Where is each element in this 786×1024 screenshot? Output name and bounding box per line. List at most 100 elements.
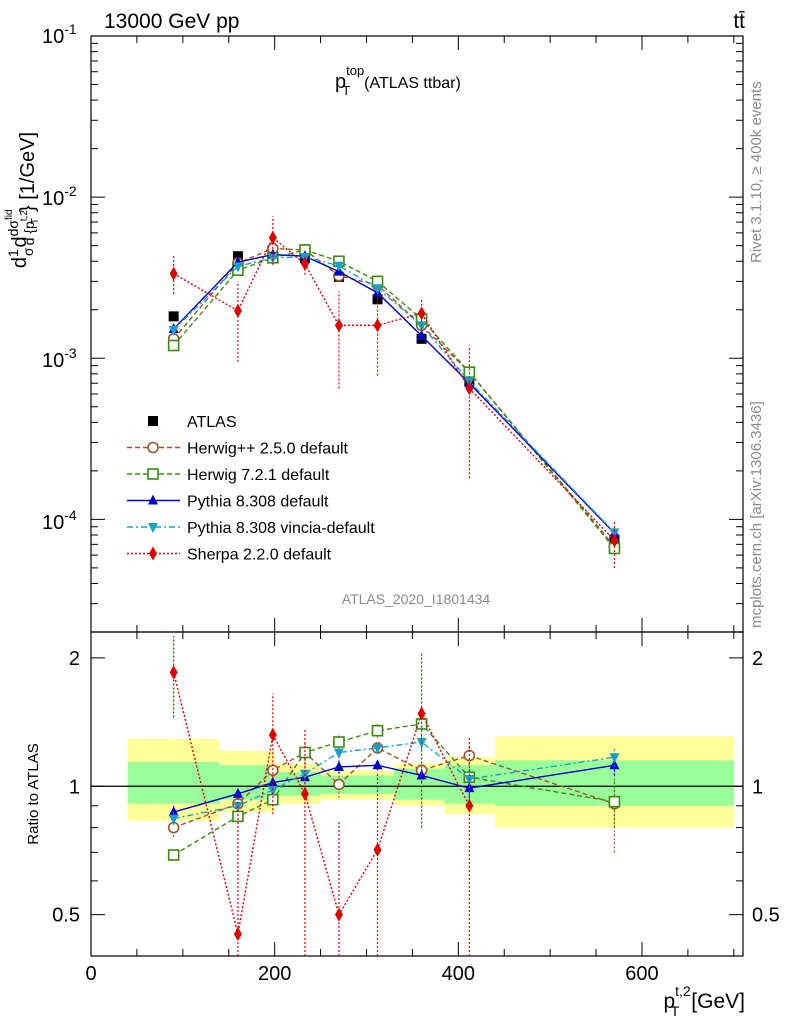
data-point bbox=[267, 253, 278, 264]
band-inner bbox=[274, 772, 321, 796]
ratio-ytick-label-left: 0.5 bbox=[52, 905, 80, 927]
ytick-label: 10-3 bbox=[42, 345, 77, 372]
series-sherpa-2-2-0-default bbox=[169, 216, 619, 568]
ratio-series bbox=[167, 636, 621, 956]
xtick-label: 0 bbox=[85, 963, 96, 985]
data-point bbox=[372, 284, 383, 295]
band-inner bbox=[320, 775, 395, 794]
data-point bbox=[268, 230, 277, 245]
band-inner bbox=[127, 762, 220, 804]
ratio-ytick-label-left: 2 bbox=[69, 648, 80, 670]
ratio-ytick-labels: 2 1 0.5 2 1 0.5 bbox=[52, 648, 780, 927]
ratio-ytick-label-left: 1 bbox=[69, 776, 80, 798]
legend-entry: Sherpa 2.2.0 default bbox=[127, 546, 332, 564]
series-line bbox=[173, 236, 615, 541]
ratio-data-point bbox=[168, 814, 179, 825]
data-point bbox=[169, 266, 178, 281]
ratio-data-point bbox=[334, 907, 343, 922]
ratio-series-line bbox=[173, 741, 615, 820]
ratio-data-point bbox=[299, 746, 311, 759]
data-point bbox=[373, 318, 382, 333]
main-ylabel: d1σddσfidd {pt,2T} [1/GeV] bbox=[4, 132, 41, 268]
main-axis-ticks bbox=[90, 35, 743, 633]
legend-entry: Pythia 8.308 default bbox=[127, 494, 329, 511]
ratio-series-line bbox=[173, 723, 615, 856]
ratio-data-point bbox=[609, 759, 620, 770]
legend-entry: ATLAS bbox=[148, 414, 237, 431]
data-point bbox=[610, 533, 619, 548]
legend-marker bbox=[148, 523, 158, 533]
ratio-frame bbox=[90, 631, 744, 957]
legend-marker bbox=[148, 494, 158, 505]
ratio-data-point bbox=[168, 806, 179, 817]
legend-entry: Herwig++ 2.5.0 default bbox=[127, 441, 349, 458]
data-point bbox=[167, 339, 180, 352]
ratio-data-point bbox=[233, 927, 242, 942]
ratio-data-point bbox=[417, 706, 426, 721]
data-point bbox=[416, 321, 427, 332]
series-line bbox=[173, 253, 615, 534]
main-ytick-labels: 10-1 10-2 10-3 10-4 bbox=[42, 21, 77, 534]
legend-marker bbox=[147, 441, 159, 454]
series-herwig-7-2-1-default bbox=[167, 244, 621, 555]
ratio-data-point bbox=[371, 724, 384, 737]
main-series bbox=[167, 216, 621, 568]
ratio-data-point bbox=[268, 727, 277, 742]
header-collision: 13000 GeV pp bbox=[104, 10, 239, 33]
ratio-data-point bbox=[333, 760, 344, 771]
ratio-series-herwig-7-2-1-default bbox=[167, 717, 621, 861]
ratio-panel: Ratio to ATLAS 2 1 0.5 2 1 0.5 0 200 400… bbox=[25, 631, 780, 1019]
ratio-ytick-label-right: 0.5 bbox=[752, 905, 780, 927]
legend-label: Herwig++ 2.5.0 default bbox=[187, 441, 349, 458]
main-panel: ptop T (ATLAS ttbar) ATLAS_2020_I1801434 1… bbox=[42, 21, 744, 633]
data-point bbox=[168, 325, 179, 336]
ratio-data-point bbox=[232, 787, 243, 798]
ratio-data-point bbox=[372, 759, 383, 770]
legend-label: Herwig 7.2.1 default bbox=[187, 467, 330, 484]
data-point bbox=[465, 381, 474, 396]
x-axis-label: pt,2 T [GeV] bbox=[663, 983, 745, 1019]
data-point bbox=[334, 318, 343, 333]
data-point bbox=[168, 311, 179, 322]
xtick-label: 600 bbox=[625, 963, 658, 985]
legend: ATLAS Herwig++ 2.5.0 default Herwig 7.2.1 … bbox=[127, 414, 375, 564]
legend-label: Pythia 8.308 vincia-default bbox=[187, 520, 375, 537]
ratio-data-point bbox=[333, 736, 345, 748]
ratio-data-point bbox=[167, 849, 180, 861]
ratio-data-point bbox=[333, 748, 344, 759]
main-title: ptop T (ATLAS ttbar) bbox=[335, 63, 461, 98]
main-ylabel-text: d1σddσfidd {pt,2T} [1/GeV] bbox=[4, 132, 41, 268]
data-point bbox=[233, 303, 242, 318]
legend-marker bbox=[149, 546, 157, 561]
legend-marker bbox=[148, 416, 158, 426]
legend-label: Pythia 8.308 default bbox=[187, 494, 329, 511]
xtick-label: 200 bbox=[258, 963, 291, 985]
ratio-ylabel: Ratio to ATLAS bbox=[25, 743, 42, 844]
legend-entry: Pythia 8.308 vincia-default bbox=[127, 520, 375, 537]
ytick-label: 10-4 bbox=[42, 507, 77, 534]
ratio-ytick-label-right: 1 bbox=[752, 776, 763, 798]
ratio-data-point bbox=[300, 786, 309, 801]
ratio-data-point bbox=[465, 798, 474, 813]
ratio-data-point bbox=[464, 775, 475, 786]
legend-label: ATLAS bbox=[187, 414, 237, 431]
ratio-data-point bbox=[609, 753, 620, 764]
ratio-series-line bbox=[172, 672, 470, 935]
xtick-labels: 0 200 400 600 bbox=[85, 963, 658, 985]
series-line bbox=[173, 256, 615, 533]
ratio-data-point bbox=[373, 842, 382, 857]
data-point bbox=[417, 306, 426, 321]
analysis-watermark: ATLAS_2020_I1801434 bbox=[342, 591, 491, 607]
legend-marker bbox=[147, 468, 159, 480]
rivet-label: Rivet 3.1.10, ≥ 400k events bbox=[748, 81, 765, 263]
ratio-data-point bbox=[608, 795, 621, 808]
data-point bbox=[300, 256, 309, 271]
ratio-ytick-label-right: 2 bbox=[752, 648, 763, 670]
xtick-label: 400 bbox=[442, 963, 475, 985]
ratio-data-point bbox=[169, 665, 178, 680]
ytick-label: 10-1 bbox=[42, 21, 77, 48]
data-point bbox=[333, 261, 344, 272]
mcplots-label: mcplots.cern.ch [arXiv:1306.3436] bbox=[748, 401, 765, 628]
ratio-data-point bbox=[372, 743, 383, 754]
legend-entry: Herwig 7.2.1 default bbox=[127, 467, 330, 484]
